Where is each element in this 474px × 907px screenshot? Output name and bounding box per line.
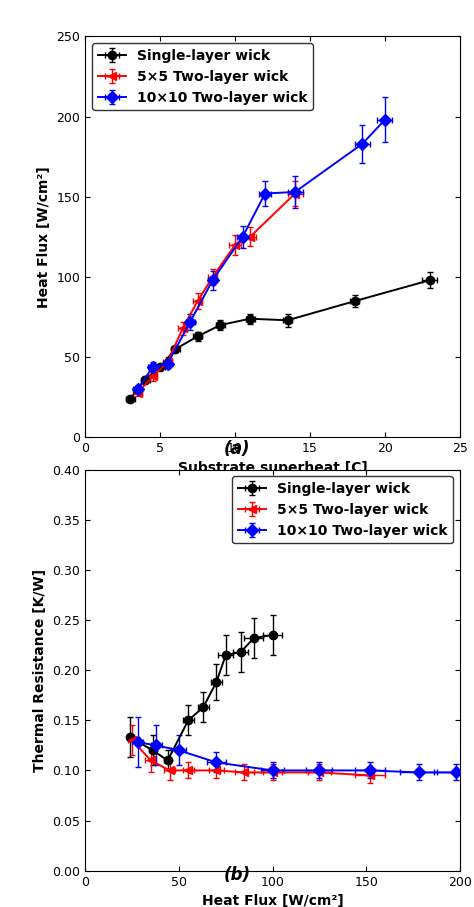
Text: (a): (a) bbox=[224, 440, 250, 458]
Legend: Single-layer wick, 5×5 Two-layer wick, 10×10 Two-layer wick: Single-layer wick, 5×5 Two-layer wick, 1… bbox=[92, 44, 313, 111]
Text: (b): (b) bbox=[223, 866, 251, 884]
Y-axis label: Thermal Resistance [K/W]: Thermal Resistance [K/W] bbox=[33, 569, 47, 772]
Y-axis label: Heat Flux [W/cm²]: Heat Flux [W/cm²] bbox=[37, 166, 51, 307]
X-axis label: Substrate superheat [C]: Substrate superheat [C] bbox=[178, 461, 367, 475]
Legend: Single-layer wick, 5×5 Two-layer wick, 10×10 Two-layer wick: Single-layer wick, 5×5 Two-layer wick, 1… bbox=[232, 476, 453, 543]
X-axis label: Heat Flux [W/cm²]: Heat Flux [W/cm²] bbox=[201, 894, 344, 907]
